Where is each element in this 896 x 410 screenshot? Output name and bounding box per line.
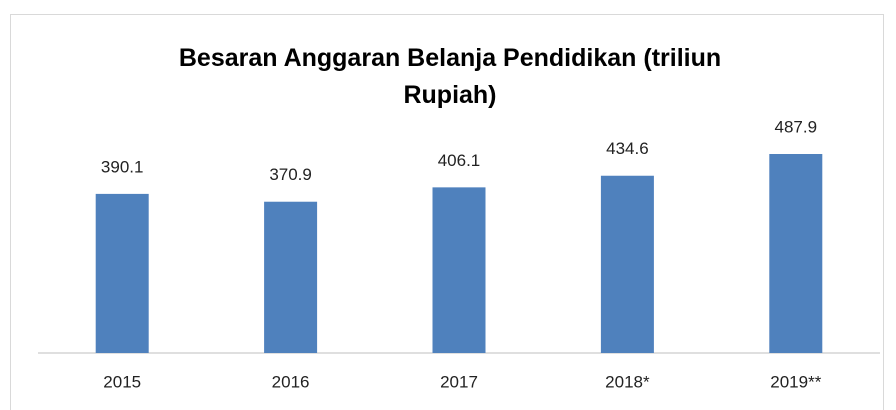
data-label: 487.9 xyxy=(775,117,818,136)
bar xyxy=(600,175,654,353)
data-label: 370.9 xyxy=(269,165,312,184)
x-tick-label: 2019** xyxy=(770,372,821,391)
bar xyxy=(432,187,486,353)
chart-frame xyxy=(10,14,884,410)
x-tick-label: 2015 xyxy=(103,372,141,391)
data-label: 390.1 xyxy=(101,157,144,176)
bar xyxy=(95,193,149,353)
bar xyxy=(769,154,823,353)
x-tick-label: 2016 xyxy=(272,372,310,391)
chart-title: Besaran Anggaran Belanja Pendidikan (tri… xyxy=(178,44,722,109)
x-tick-label: 2018* xyxy=(605,372,650,391)
bar xyxy=(264,201,318,353)
data-label: 434.6 xyxy=(606,139,649,158)
x-tick-label: 2017 xyxy=(440,372,478,391)
data-label: 406.1 xyxy=(438,151,481,170)
